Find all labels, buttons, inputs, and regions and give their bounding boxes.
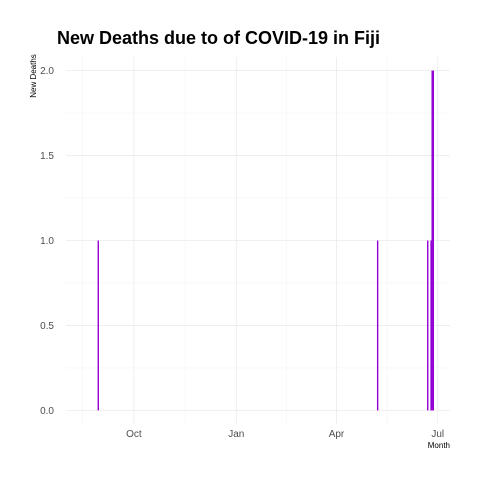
x-tick-label: Jan — [228, 429, 244, 440]
x-tick-label: Apr — [329, 429, 345, 440]
y-tick-label: 1.5 — [40, 151, 54, 162]
y-tick-label: 0.5 — [40, 321, 54, 332]
y-tick-label: 1.0 — [40, 236, 54, 247]
x-axis-ticks: Oct Jan Apr Jul — [126, 429, 444, 440]
y-axis-title: New Deaths — [29, 54, 38, 98]
y-tick-label: 2.0 — [40, 66, 54, 77]
bar — [430, 240, 432, 411]
bar — [97, 240, 99, 411]
bar — [432, 70, 435, 411]
x-tick-label: Jul — [431, 429, 444, 440]
x-tick-label: Oct — [126, 429, 142, 440]
bars — [97, 70, 435, 411]
bar — [427, 240, 429, 411]
y-axis-ticks: 0.0 0.5 1.0 1.5 2.0 — [40, 66, 54, 417]
bar — [376, 240, 379, 411]
chart-title: New Deaths due to of COVID-19 in Fiji — [57, 28, 380, 48]
grid — [66, 57, 450, 424]
x-axis-title: Month — [428, 441, 450, 450]
y-tick-label: 0.0 — [40, 406, 54, 417]
bar — [431, 70, 433, 411]
